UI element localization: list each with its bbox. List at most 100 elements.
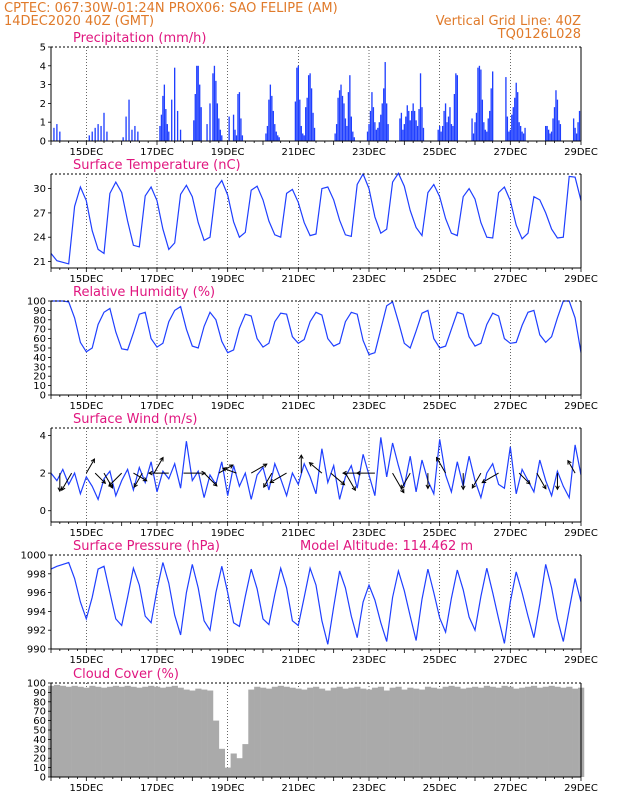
cloud-bar (95, 686, 102, 777)
cloud-y-tick-label: 60 (33, 716, 46, 727)
rh-y-tick-label: 100 (27, 297, 46, 308)
cloud-bar (330, 687, 337, 777)
precip-bar (310, 88, 313, 141)
rh-x-tick-label: 19DEC (211, 401, 245, 412)
precip-bar (335, 124, 338, 141)
temp-y-tick-label: 21 (33, 257, 46, 268)
wind-vector-head (147, 470, 153, 476)
precip-bar (179, 129, 182, 141)
precip-bar (546, 125, 548, 141)
precip-bar (421, 107, 423, 141)
precip-bar (399, 118, 401, 141)
precip-bar (235, 135, 238, 141)
precip-bar (524, 127, 526, 141)
cloud-bar (413, 688, 420, 777)
precip-bar (453, 94, 456, 141)
wind-vector (263, 472, 273, 488)
precip-bar (212, 73, 214, 141)
wind-x-tick-label: 23DEC (352, 528, 386, 539)
precip-bar (480, 69, 482, 141)
wind-y-tick-label: 2 (40, 469, 46, 480)
precip-y-tick-label: 5 (40, 43, 46, 54)
wind-vector (85, 458, 95, 474)
press-x-tick-label: 17DEC (140, 655, 174, 666)
cloud-bar (183, 689, 190, 777)
precip-bar (159, 125, 161, 141)
precip-bar (556, 99, 559, 141)
precip-bar (199, 84, 201, 141)
cloud-y-tick-label: 20 (33, 754, 46, 765)
precip-bar (521, 131, 523, 141)
precip-bar (547, 129, 550, 141)
cloud-y-tick-label: 30 (33, 744, 46, 755)
precip-bar (234, 129, 236, 141)
precip-bar (306, 97, 308, 141)
precip-bar (266, 125, 269, 141)
precip-bar (515, 82, 517, 141)
precip-y-tick-label: 2 (40, 99, 46, 110)
wind-vector-head (567, 459, 572, 465)
cloud-bar (507, 686, 514, 777)
wind-vector (133, 472, 143, 488)
wind-x-tick-label: 15DEC (69, 528, 103, 539)
precip-bar (160, 114, 163, 141)
cloud-x-tick-label: 27DEC (493, 783, 527, 794)
wind-vector (250, 463, 268, 474)
rh-x-tick-label: 17DEC (140, 401, 174, 412)
cloud-x-tick-label: 21DEC (281, 783, 315, 794)
precip-bar (297, 65, 299, 141)
cloud-bar (212, 720, 220, 777)
precip-bar (375, 129, 378, 141)
precip-bar (196, 65, 198, 141)
wind-vector-head (221, 467, 227, 472)
wind-vector-head (201, 470, 207, 476)
precip-bar (437, 129, 439, 141)
precip-bar (197, 65, 199, 141)
precip-x-tick-label: 19DEC (211, 147, 245, 158)
temp-panel: 15DEC 17DEC 19DEC 21DEC 23DEC 25DEC 27DEC 29DEC… (33, 158, 598, 285)
cloud-y-tick-label: 70 (33, 707, 46, 718)
cloud-bar (77, 686, 84, 777)
wind-vector (518, 472, 531, 485)
wind-y-tick-label: 4 (40, 431, 46, 442)
wind-vector-head (262, 463, 268, 468)
temp-y-tick-label: 30 (33, 184, 46, 195)
precip-bar (232, 114, 235, 141)
precip-bar (572, 118, 575, 141)
wind-vector-head (355, 470, 361, 476)
precip-bar (166, 124, 168, 141)
cloud-bar (377, 686, 385, 777)
precip-bar (312, 112, 314, 141)
precip-bar (59, 131, 61, 141)
precip-x-tick-label: 15DEC (69, 147, 103, 158)
precip-bar (519, 125, 522, 141)
precip-bar (271, 95, 273, 141)
wind-vector-head (526, 479, 531, 485)
rh-y-tick-label: 60 (33, 334, 46, 345)
wind-x-tick-label: 21DEC (281, 528, 315, 539)
header-station-line: CPTEC: 067:30W-01:24N PROX06: SAO FELIPE… (4, 1, 338, 16)
press-x-tick-label: 15DEC (69, 655, 103, 666)
cloud-bar (495, 687, 502, 777)
wind-vector (153, 457, 164, 474)
wind-vector (108, 472, 123, 487)
wind-x-tick-label: 19DEC (211, 528, 245, 539)
precip-y-tick-label: 1 (40, 118, 46, 129)
precip-bar (275, 131, 277, 141)
cloud-bar (466, 687, 473, 777)
precip-bar (200, 107, 202, 141)
precip-bar (511, 114, 513, 141)
wind-vector-head (298, 454, 304, 459)
wind-title: Surface Wind (m/s) (73, 412, 197, 427)
precip-bar (302, 133, 304, 141)
wind-vector-head (57, 487, 63, 493)
cloud-y-tick-label: 100 (27, 679, 46, 690)
cloud-bar (501, 685, 508, 777)
precip-bar (219, 129, 221, 141)
precip-bar (366, 131, 369, 141)
precip-bar (402, 129, 404, 141)
precip-bar (176, 110, 179, 141)
precip-bar (134, 125, 136, 141)
cloud-bar (395, 686, 402, 777)
